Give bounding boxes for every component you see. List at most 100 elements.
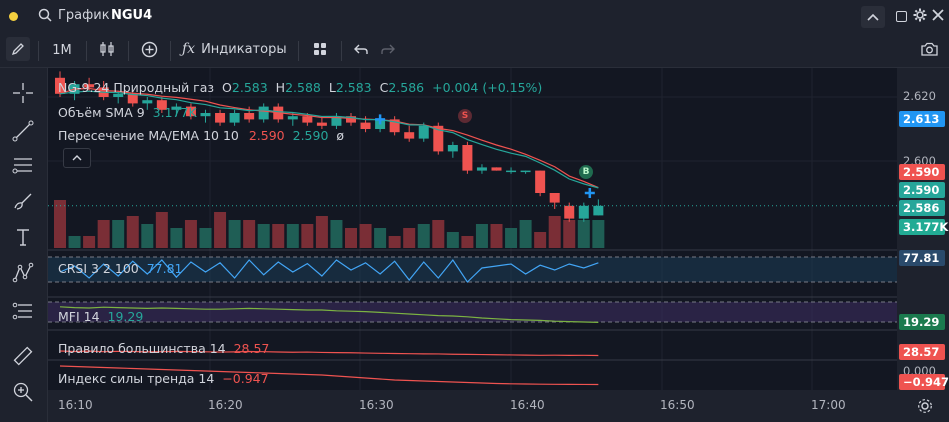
compare-symbol-button[interactable] xyxy=(138,38,160,60)
x-tick: 16:50 xyxy=(660,398,695,412)
measure-tool[interactable] xyxy=(10,343,36,369)
candle-body xyxy=(535,170,546,193)
candle-body xyxy=(506,170,517,173)
mfi-value: 19.29 xyxy=(107,309,144,324)
candle-body xyxy=(302,116,313,123)
volume-bar xyxy=(490,224,503,248)
zoom-tool[interactable] xyxy=(10,379,36,405)
fib-tool[interactable] xyxy=(10,152,36,178)
x-tick: 16:20 xyxy=(208,398,243,412)
volume-bar xyxy=(301,224,314,248)
text-tool[interactable] xyxy=(10,224,36,250)
volume-bar xyxy=(359,224,372,248)
candle-body xyxy=(564,205,575,219)
indicators-button[interactable]: ƒx Индикаторы xyxy=(182,38,287,60)
sell-signal-marker[interactable]: S xyxy=(458,109,472,123)
maximize-icon[interactable] xyxy=(896,11,907,22)
open-label: O xyxy=(222,80,232,95)
layouts-button[interactable] xyxy=(309,38,331,60)
volume-value: 3.177K xyxy=(152,105,197,120)
value-tag-crsi: 77.81 xyxy=(899,250,945,266)
forecast-tool[interactable] xyxy=(10,298,36,324)
indicators-label: Индикаторы xyxy=(201,41,287,57)
volume-name: Объём SMA 9 xyxy=(58,105,145,120)
chevron-up-icon xyxy=(72,155,82,161)
crsi-legend[interactable]: CRSI 3 2 100 77.81 xyxy=(58,261,183,276)
chart-pane[interactable]: NG-9.24 Природный газ O2.583 H2.588 L2.5… xyxy=(48,68,897,390)
brush-icon xyxy=(14,193,32,210)
volume-bar xyxy=(315,216,328,248)
buy-signal-marker[interactable]: B xyxy=(579,165,593,179)
volume-bar xyxy=(97,220,110,248)
value-tag-trend: −0.947 xyxy=(899,374,949,390)
buy-signal-label: B xyxy=(582,167,590,177)
low-value: 2.583 xyxy=(335,80,372,95)
trend-legend[interactable]: Индекс силы тренда 14 −0.947 xyxy=(58,371,269,386)
axis-settings-button[interactable] xyxy=(897,390,949,422)
price-tag-crosshair: 2.613 xyxy=(899,111,945,127)
majority-legend[interactable]: Правило большинства 14 28.57 xyxy=(58,341,269,356)
ema-value: 2.590 xyxy=(292,128,329,143)
volume-legend[interactable]: Объём SMA 9 3.177K xyxy=(58,105,197,120)
volume-bar xyxy=(577,220,590,248)
undo-button[interactable] xyxy=(350,38,372,60)
volume-bar xyxy=(112,220,125,248)
volume-bar xyxy=(417,224,430,248)
symbol-name[interactable]: NGU4 xyxy=(111,8,153,23)
collapse-legend-button[interactable] xyxy=(63,148,91,168)
volume-bar xyxy=(54,200,66,248)
gear-icon[interactable] xyxy=(913,8,927,25)
sell-signal-label: S xyxy=(461,111,469,121)
redo-button[interactable] xyxy=(377,38,399,60)
volume-bar xyxy=(199,228,212,248)
drawing-mode-button[interactable] xyxy=(6,37,30,61)
candle-body xyxy=(447,145,458,152)
collapse-button[interactable] xyxy=(861,6,885,28)
brush-tool[interactable] xyxy=(10,188,36,214)
chevron-up-icon xyxy=(867,13,879,21)
candle-body xyxy=(127,93,138,104)
crsi-value: 77.81 xyxy=(146,261,183,276)
volume-bar xyxy=(432,220,445,248)
volume-bar xyxy=(475,224,488,248)
close-icon[interactable] xyxy=(932,9,944,24)
x-tick: 16:40 xyxy=(510,398,545,412)
high-value: 2.588 xyxy=(285,80,321,95)
time-axis[interactable]: 16:10 16:20 16:30 16:40 16:50 17:00 xyxy=(48,390,897,422)
candle-body xyxy=(258,106,269,120)
crosshair-tool[interactable] xyxy=(10,80,36,106)
y-tick: 2.620 xyxy=(903,89,936,103)
undo-icon xyxy=(354,44,368,54)
change-value: +0.004 (+0.15%) xyxy=(432,80,543,95)
x-tick: 17:00 xyxy=(811,398,846,412)
ruler-icon xyxy=(13,346,33,366)
pattern-tool[interactable] xyxy=(10,260,36,286)
volume-bar xyxy=(534,232,547,248)
search-icon[interactable] xyxy=(38,8,52,25)
ma-value: 2.590 xyxy=(248,128,285,143)
majority-name: Правило большинства 14 xyxy=(58,341,226,356)
close-label: C xyxy=(379,80,389,95)
trend-name: Индекс силы тренда 14 xyxy=(58,371,215,386)
candle-body xyxy=(171,106,182,110)
volume-bar xyxy=(214,212,227,248)
interval-button[interactable]: 1M xyxy=(52,42,72,58)
candle-body xyxy=(200,113,211,117)
title-bar: График NGU4 xyxy=(0,0,949,34)
value-tag-majority: 28.57 xyxy=(899,344,945,360)
majority-line xyxy=(59,350,599,357)
candle-body xyxy=(346,116,356,123)
price-axis[interactable]: 2.620 2.600 2.613 2.590 2.590 2.586 3.17… xyxy=(897,68,949,390)
chart-canvas[interactable] xyxy=(48,68,897,390)
series-name: NG-9.24 Природный газ xyxy=(58,80,215,95)
volume-bar xyxy=(563,220,576,248)
search-label[interactable]: График xyxy=(58,8,110,23)
chart-type-button[interactable] xyxy=(96,38,118,60)
volume-bar xyxy=(461,236,474,248)
screenshot-button[interactable] xyxy=(918,38,940,60)
mfi-legend[interactable]: MFI 14 19.29 xyxy=(58,309,143,324)
close-value: 2.586 xyxy=(388,80,425,95)
trend-line-tool[interactable] xyxy=(10,118,36,144)
ma-cross-legend[interactable]: Пересечение MA/EMA 10 10 2.590 2.590 ø xyxy=(58,128,344,143)
hidden-indicator-icon[interactable]: ø xyxy=(336,128,345,143)
